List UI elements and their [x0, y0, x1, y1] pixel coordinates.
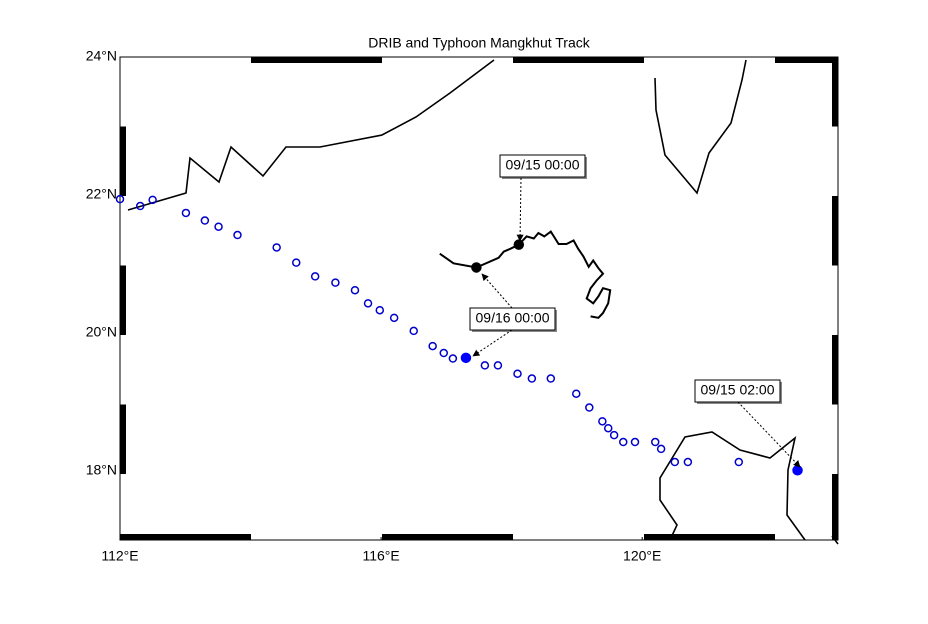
frame-segment	[251, 57, 382, 63]
typhoon-point	[513, 369, 522, 378]
frame-segment	[120, 534, 251, 540]
typhoon-point	[603, 423, 613, 433]
typhoon-point	[214, 222, 223, 231]
typhoon-point	[683, 457, 693, 467]
coastline	[127, 59, 839, 545]
annotation-box	[499, 154, 586, 178]
annotation: 09/15 02:00	[701, 382, 775, 398]
y-tick-label: 18°N	[86, 462, 117, 478]
typhoon-point	[448, 354, 458, 363]
typhoon-point	[115, 194, 125, 204]
typhoon-point	[585, 403, 594, 412]
frame-segment	[120, 126, 126, 196]
typhoon-point	[670, 457, 680, 467]
map-frame	[119, 56, 839, 541]
frame-segment	[644, 534, 775, 540]
typhoon-point	[656, 444, 666, 454]
highlight-point	[792, 465, 803, 476]
typhoon-point	[148, 195, 157, 205]
typhoon-point	[375, 305, 385, 315]
annotation-arrow	[516, 177, 524, 242]
frame-segment	[832, 474, 838, 540]
typhoon-point	[428, 341, 437, 351]
typhoon-point	[630, 437, 640, 447]
frame-segment	[832, 57, 838, 127]
frame-segment	[120, 265, 126, 335]
typhoon-point	[572, 389, 581, 398]
typhoon-point	[546, 374, 556, 383]
annotation: 09/15 00:00	[506, 157, 580, 173]
typhoon-point	[493, 361, 503, 370]
y-tick-label: 22°N	[86, 186, 117, 202]
typhoon-point	[480, 361, 490, 370]
highlight-point	[513, 239, 525, 250]
typhoon-point	[363, 299, 373, 308]
typhoon-point	[409, 326, 418, 336]
typhoon-point	[135, 201, 145, 211]
typhoon-point	[609, 430, 619, 440]
typhoon-point	[598, 417, 607, 426]
typhoon-point	[439, 348, 449, 358]
drifter-track	[439, 230, 612, 319]
typhoon-point	[181, 208, 191, 218]
typhoon-point	[291, 258, 301, 267]
typhoon-point	[310, 272, 320, 281]
frame-segment	[832, 335, 838, 405]
annotation: 09/16 00:00	[476, 310, 550, 326]
typhoon-point	[200, 216, 210, 225]
typhoon-point	[272, 243, 281, 252]
frame-segment	[513, 57, 644, 63]
frame-segment	[382, 534, 513, 540]
annotation-box	[469, 307, 556, 331]
x-tick-label: 112°E	[101, 548, 138, 564]
typhoon-point	[527, 374, 537, 383]
plot-area	[115, 194, 803, 476]
typhoon-point	[331, 278, 340, 287]
typhoon-point	[734, 457, 744, 467]
typhoon-point	[350, 285, 360, 295]
typhoon-point	[389, 313, 399, 323]
x-tick-label: 120°E	[623, 548, 661, 564]
annotation-arrow	[481, 273, 513, 309]
y-tick-label: 20°N	[86, 324, 117, 340]
y-tick-label: 24°N	[86, 48, 117, 64]
highlight-point	[471, 262, 482, 273]
typhoon-point	[233, 230, 242, 240]
annotation-arrow	[737, 401, 801, 468]
typhoon-point	[619, 437, 628, 447]
frame-segment	[832, 196, 838, 266]
typhoon-point	[650, 437, 660, 447]
frame-segment	[775, 57, 838, 63]
x-tick-label: 116°E	[362, 548, 399, 564]
annotation-box	[694, 379, 781, 403]
chart-title: DRIB and Typhoon Mangkhut Track	[368, 35, 591, 51]
frame-segment	[120, 404, 126, 474]
highlight-point	[460, 352, 472, 364]
